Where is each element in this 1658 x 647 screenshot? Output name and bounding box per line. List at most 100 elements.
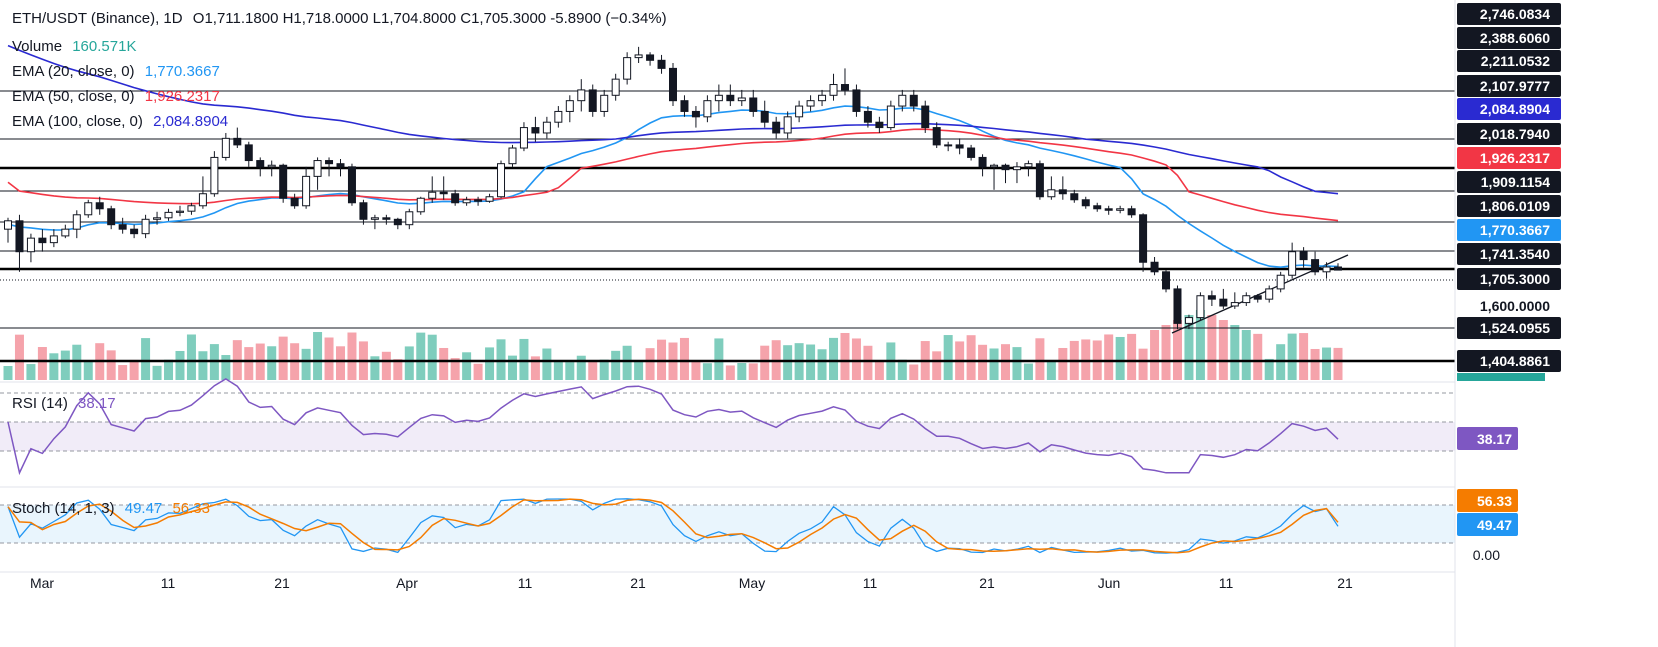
- time-tick-label: 21: [1337, 575, 1353, 591]
- candle: [1265, 285, 1274, 303]
- volume-bar: [691, 360, 701, 380]
- candle-body: [1127, 208, 1136, 216]
- volume-bar: [760, 345, 770, 380]
- time-axis: Mar 11 21 Apr 11 21 May 11 21 Jun 11 21: [30, 575, 1353, 591]
- candle: [256, 157, 265, 177]
- rsi-tag: 38.17: [1477, 431, 1512, 447]
- candle-body: [1230, 302, 1239, 307]
- candle-body: [726, 94, 735, 102]
- volume-bar: [1058, 347, 1068, 380]
- ema100-label: EMA (100, close, 0): [12, 113, 143, 130]
- candle: [623, 52, 632, 85]
- volume-bar: [3, 366, 13, 380]
- candle-body: [187, 205, 196, 212]
- candle: [4, 217, 12, 243]
- volume-bar: [519, 338, 529, 380]
- candle: [164, 208, 173, 221]
- candle-body: [1104, 208, 1113, 211]
- time-tick-label: 11: [518, 575, 533, 591]
- volume-value: 160.571K: [72, 38, 137, 55]
- time-tick-label: Apr: [396, 575, 418, 591]
- candle: [336, 158, 345, 177]
- volume-bar: [1104, 334, 1114, 380]
- legend-stoch[interactable]: Stoch (14, 1, 3) 49.47 56.33: [12, 500, 216, 517]
- candle-body: [898, 94, 907, 107]
- stoch-d-value: 56.33: [172, 500, 210, 517]
- price-label-bg: [1457, 3, 1561, 25]
- volume-bar: [1035, 338, 1045, 380]
- candle: [1162, 270, 1171, 293]
- price-label: 1,806.0109: [1480, 198, 1550, 214]
- candle: [818, 89, 827, 107]
- candle: [359, 199, 368, 225]
- candle: [714, 84, 723, 112]
- volume-bar: [164, 359, 174, 380]
- volume-bar: [714, 338, 724, 380]
- candle-body: [267, 164, 276, 168]
- volume-bar: [141, 338, 151, 380]
- candle: [347, 163, 356, 206]
- candle-body: [932, 127, 941, 146]
- volume-bar: [347, 332, 357, 380]
- volume-bar: [679, 337, 689, 380]
- volume-bar: [874, 360, 884, 380]
- candle: [1081, 196, 1090, 209]
- candle: [198, 176, 207, 209]
- candle: [313, 157, 322, 190]
- candle: [405, 208, 414, 230]
- candle: [886, 100, 895, 131]
- price-label-bg: [1457, 219, 1561, 241]
- volume-bar: [439, 347, 449, 380]
- candle-body: [554, 110, 563, 123]
- volume-bar: [611, 350, 621, 380]
- candle-body: [1162, 271, 1171, 290]
- price-label-bg: [1457, 147, 1561, 169]
- volume-bar: [1218, 320, 1228, 380]
- legend-ema100[interactable]: EMA (100, close, 0) 2,084.8904: [12, 113, 234, 130]
- volume-bar: [118, 365, 128, 380]
- candle-body: [852, 89, 861, 112]
- candle-body: [1093, 205, 1102, 210]
- candle-body: [130, 228, 139, 235]
- candle: [680, 95, 689, 117]
- candle: [451, 189, 460, 206]
- candle: [1093, 202, 1102, 212]
- legend-rsi[interactable]: RSI (14) 38.17: [12, 395, 122, 412]
- candle: [1047, 176, 1056, 200]
- symbol-title: ETH/USDT (Binance), 1D: [12, 10, 183, 27]
- legend-ema20[interactable]: EMA (20, close, 0) 1,770.3667: [12, 63, 226, 80]
- candle-body: [519, 127, 528, 149]
- candle-body: [405, 211, 414, 226]
- candle-body: [336, 163, 345, 168]
- candle-body: [783, 116, 792, 134]
- candle: [130, 224, 139, 239]
- candle: [1173, 285, 1182, 330]
- time-tick-label: 21: [274, 575, 290, 591]
- volume-bar: [1333, 347, 1343, 380]
- volume-bar: [1127, 333, 1137, 380]
- candle: [508, 144, 517, 167]
- legend-volume[interactable]: Volume 160.571K: [12, 38, 142, 55]
- candle: [210, 151, 219, 197]
- candle-body: [531, 127, 540, 134]
- time-tick-label: 11: [1219, 575, 1234, 591]
- legend-ema50[interactable]: EMA (50, close, 0) 1,926.2317: [12, 88, 226, 105]
- candle-body: [577, 89, 586, 102]
- candle-body: [806, 100, 815, 107]
- candle: [852, 84, 861, 117]
- candle-body: [393, 218, 402, 226]
- volume-bar: [37, 347, 47, 380]
- candle: [15, 214, 24, 272]
- candle: [49, 229, 58, 248]
- time-tick-label: 21: [979, 575, 995, 591]
- candle-body: [875, 121, 884, 129]
- volume-bar: [175, 350, 185, 380]
- volume-bar: [565, 362, 575, 380]
- candle: [393, 217, 402, 230]
- candle: [600, 89, 609, 117]
- volume-bar: [186, 334, 196, 380]
- candle-body: [1024, 163, 1033, 168]
- candle: [1058, 176, 1067, 200]
- candle: [84, 199, 93, 218]
